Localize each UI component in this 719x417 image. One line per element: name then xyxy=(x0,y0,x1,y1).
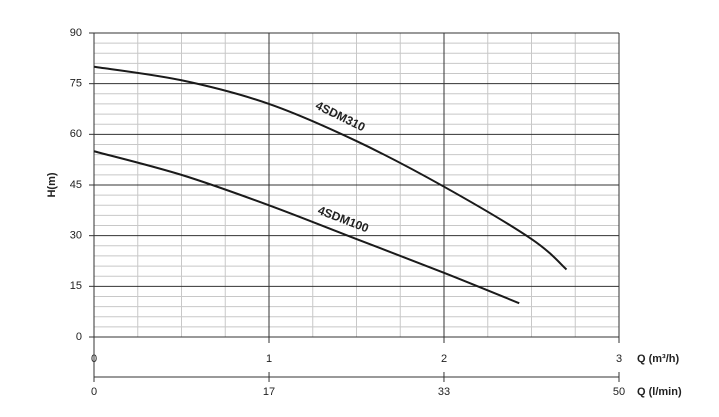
y-axis-label: H(m) xyxy=(46,172,58,197)
x-tick-label: 3 xyxy=(616,353,622,365)
x-tick-label: 2 xyxy=(441,353,447,365)
y-tick-label: 60 xyxy=(70,128,82,140)
x2-tick-label: 17 xyxy=(263,386,275,398)
x-tick-label: 1 xyxy=(266,353,272,365)
y-tick-label: 30 xyxy=(70,230,82,242)
x2-axis-label: Q (l/min) xyxy=(637,386,682,398)
x2-tick-label: 50 xyxy=(613,386,625,398)
x2-tick-label: 33 xyxy=(438,386,450,398)
curve xyxy=(93,150,520,305)
y-tick-label: 75 xyxy=(70,78,82,90)
curve xyxy=(93,65,568,271)
y-tick-label: 45 xyxy=(70,179,82,191)
y-tick-label: 0 xyxy=(76,331,82,343)
x2-tick-label: 0 xyxy=(91,386,97,398)
curve-label: 4SDM100 xyxy=(316,203,371,235)
y-tick-label: 90 xyxy=(70,27,82,39)
x-axis-label: Q (m³/h) xyxy=(637,353,679,365)
y-tick-label: 15 xyxy=(70,280,82,292)
